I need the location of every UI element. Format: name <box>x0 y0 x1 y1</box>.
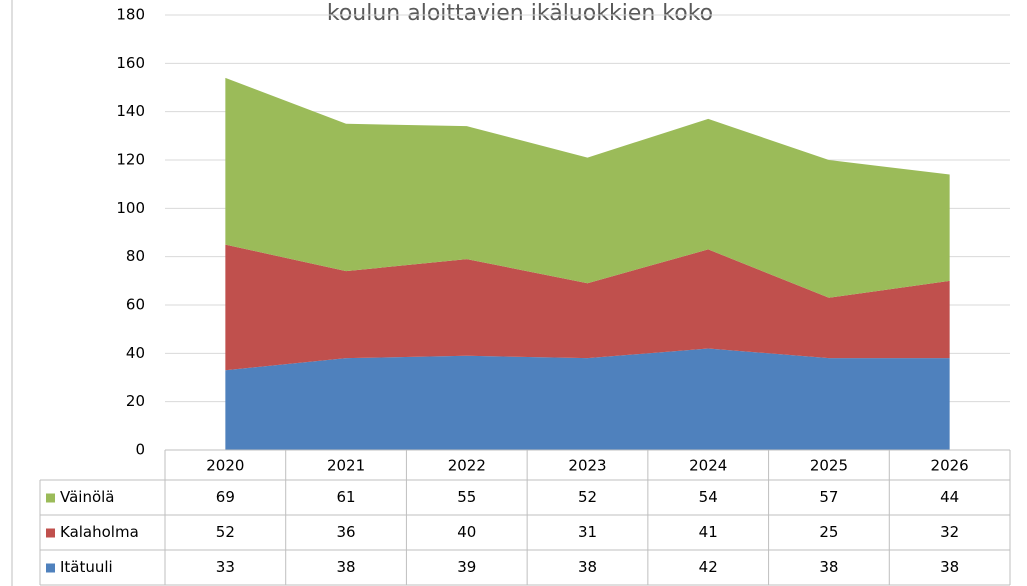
area <box>225 244 950 371</box>
x-tick-label: 2022 <box>448 457 486 475</box>
table-cell: 61 <box>337 488 356 506</box>
table-cell: 40 <box>457 523 476 541</box>
table-cell: 38 <box>578 558 597 576</box>
table-cell: 69 <box>216 488 235 506</box>
y-tick-label: 120 <box>116 151 145 169</box>
legend-swatch <box>46 528 55 538</box>
table-cell: 25 <box>819 523 838 541</box>
chart-title: koulun aloittavien ikäluokkien koko <box>327 1 713 26</box>
x-tick-label: 2025 <box>810 457 848 475</box>
y-tick-label: 180 <box>116 6 145 24</box>
x-tick-label: 2024 <box>689 457 727 475</box>
table-cell: 41 <box>699 523 718 541</box>
y-tick-label: 20 <box>126 392 145 410</box>
x-tick-label: 2021 <box>327 457 365 475</box>
table-cell: 54 <box>699 488 718 506</box>
table-cell: 55 <box>457 488 476 506</box>
table-cell: 57 <box>819 488 838 506</box>
legend-label: Väinölä <box>60 488 115 506</box>
y-tick-label: 100 <box>116 199 145 217</box>
y-tick-label: 60 <box>126 296 145 314</box>
legend-label: Itätuuli <box>60 558 113 576</box>
table-cell: 52 <box>578 488 597 506</box>
area <box>225 77 950 298</box>
table-cell: 38 <box>819 558 838 576</box>
legend-label: Kalaholma <box>60 523 139 541</box>
table-cell: 42 <box>699 558 718 576</box>
x-tick-label: 2023 <box>568 457 606 475</box>
y-tick-label: 0 <box>135 441 145 459</box>
x-tick-label: 2020 <box>206 457 244 475</box>
y-tick-label: 140 <box>116 102 145 120</box>
y-tick-label: 160 <box>116 54 145 72</box>
x-tick-label: 2026 <box>931 457 969 475</box>
table-cell: 44 <box>940 488 959 506</box>
legend-swatch <box>46 563 55 573</box>
table-cell: 38 <box>337 558 356 576</box>
y-tick-label: 80 <box>126 247 145 265</box>
table-cell: 33 <box>216 558 235 576</box>
y-tick-label: 40 <box>126 344 145 362</box>
table-cell: 31 <box>578 523 597 541</box>
table-cell: 52 <box>216 523 235 541</box>
table-cell: 32 <box>940 523 959 541</box>
area <box>225 348 950 450</box>
table-cell: 36 <box>337 523 356 541</box>
legend-swatch <box>46 493 55 503</box>
table-cell: 39 <box>457 558 476 576</box>
table-cell: 38 <box>940 558 959 576</box>
